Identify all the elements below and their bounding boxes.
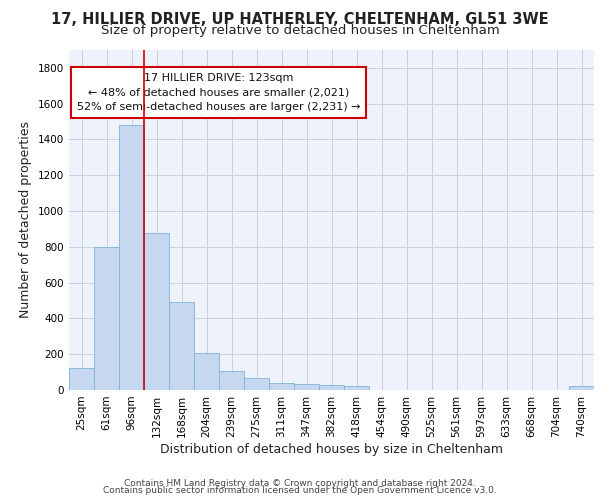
Bar xyxy=(219,371,244,390)
Bar xyxy=(294,384,319,390)
X-axis label: Distribution of detached houses by size in Cheltenham: Distribution of detached houses by size … xyxy=(160,442,503,456)
Bar xyxy=(119,125,144,390)
Bar xyxy=(94,247,119,390)
Y-axis label: Number of detached properties: Number of detached properties xyxy=(19,122,32,318)
Text: Size of property relative to detached houses in Cheltenham: Size of property relative to detached ho… xyxy=(101,24,499,37)
Bar xyxy=(569,386,594,390)
Text: 17 HILLIER DRIVE: 123sqm
← 48% of detached houses are smaller (2,021)
52% of sem: 17 HILLIER DRIVE: 123sqm ← 48% of detach… xyxy=(77,72,361,112)
Bar xyxy=(344,386,369,390)
Bar xyxy=(269,383,294,390)
Text: 17, HILLIER DRIVE, UP HATHERLEY, CHELTENHAM, GL51 3WE: 17, HILLIER DRIVE, UP HATHERLEY, CHELTEN… xyxy=(51,12,549,28)
Bar xyxy=(169,302,194,390)
Text: Contains public sector information licensed under the Open Government Licence v3: Contains public sector information licen… xyxy=(103,486,497,495)
Text: Contains HM Land Registry data © Crown copyright and database right 2024.: Contains HM Land Registry data © Crown c… xyxy=(124,478,476,488)
Bar xyxy=(69,368,94,390)
Bar xyxy=(144,232,169,390)
Bar xyxy=(244,378,269,390)
Bar xyxy=(319,384,344,390)
Bar xyxy=(194,354,219,390)
